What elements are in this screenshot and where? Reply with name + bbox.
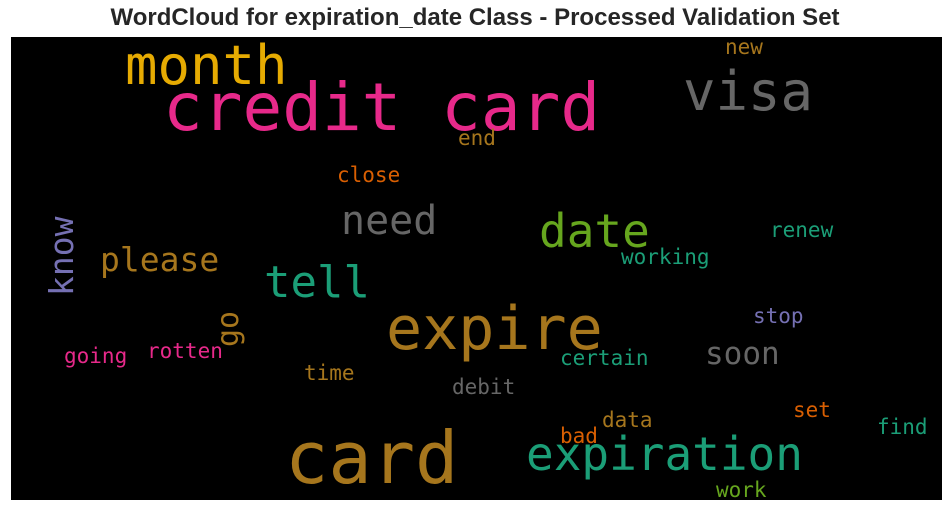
- word-date: date: [539, 204, 650, 258]
- word-set: set: [793, 398, 831, 422]
- word-certain: certain: [560, 346, 649, 370]
- word-working: working: [621, 245, 710, 269]
- word-expiration: expiration: [526, 427, 803, 481]
- word-find: find: [877, 415, 928, 439]
- word-tell: tell: [264, 257, 370, 308]
- wordcloud-canvas: credit card card expire month visa expir…: [11, 37, 942, 500]
- word-data: data: [602, 408, 653, 432]
- word-time: time: [304, 361, 355, 385]
- word-know: know: [42, 216, 81, 296]
- word-soon: soon: [705, 336, 780, 372]
- word-expire: expire: [386, 294, 603, 364]
- word-rotten: rotten: [147, 339, 223, 363]
- word-please: please: [100, 240, 220, 279]
- word-going: going: [64, 344, 128, 368]
- chart-title: WordCloud for expiration_date Class - Pr…: [110, 4, 840, 31]
- word-stop: stop: [753, 304, 804, 328]
- word-close: close: [337, 163, 401, 187]
- word-month: month: [125, 37, 288, 97]
- word-debit: debit: [452, 375, 516, 399]
- word-bad: bad: [560, 424, 598, 448]
- word-visa: visa: [683, 60, 814, 123]
- word-new: new: [725, 37, 763, 59]
- word-renew: renew: [770, 218, 834, 242]
- word-work: work: [716, 478, 767, 501]
- word-need: need: [341, 198, 438, 244]
- word-credit-card: credit card: [163, 69, 601, 146]
- word-end: end: [458, 126, 496, 150]
- word-card: card: [285, 416, 459, 500]
